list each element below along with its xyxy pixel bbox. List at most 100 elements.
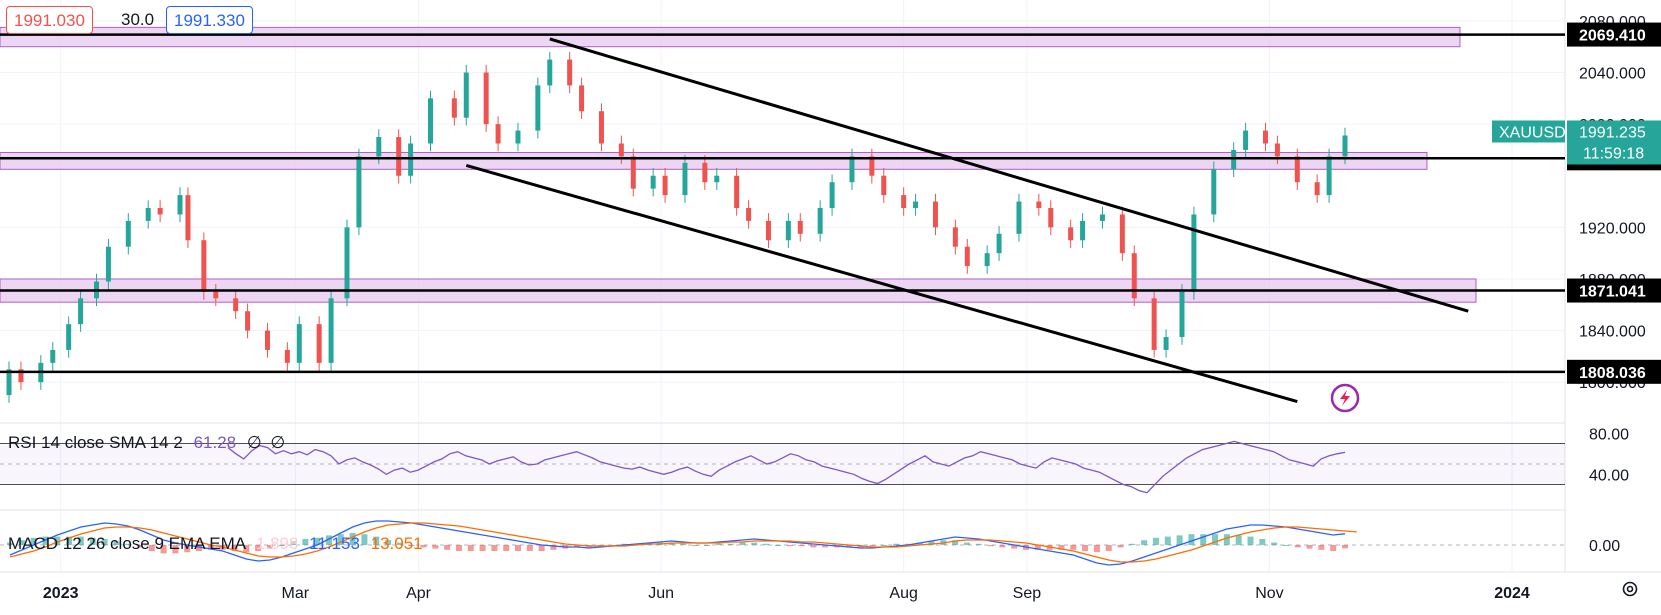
candle-body (817, 208, 823, 234)
macd-hist-bar (1330, 545, 1337, 551)
rsi-extra-2: ∅ (270, 433, 286, 452)
bid-price-box[interactable]: 1991.030 (6, 6, 93, 34)
candle-body (714, 175, 720, 183)
zone-rect (0, 26, 1461, 48)
candle-body (1191, 214, 1197, 292)
macd-hist-bar (1082, 545, 1089, 551)
time-axis[interactable]: 2023 Mar Apr Jun Aug Sep Nov 2024 (43, 585, 1530, 602)
macd-hist-bar (822, 545, 829, 548)
countdown: 11:59:18 (1583, 145, 1644, 162)
trend-line (465, 163, 1298, 403)
candle-body (328, 298, 334, 363)
macd-hist-bar (30, 537, 37, 545)
macd-hist-bar (255, 545, 262, 551)
candle-body (1048, 208, 1054, 228)
macd-hist-bar (1011, 545, 1018, 549)
level-label: 1808.036 (1579, 365, 1646, 382)
macd-hist-bar (172, 545, 179, 554)
macd-hist-bar (515, 545, 522, 551)
candle-body (515, 130, 521, 144)
candle-body (376, 137, 382, 157)
macd-pane: 0.00 (0, 520, 1620, 566)
ask-price-box[interactable]: 1991.330 (166, 6, 253, 34)
settings-gear-icon[interactable] (1621, 580, 1639, 598)
candle-body (1342, 135, 1348, 157)
macd-hist-bar (18, 540, 25, 545)
candle-body (396, 137, 402, 176)
time-tick-label: Mar (282, 585, 310, 602)
candle-body (264, 330, 270, 350)
candle-body (50, 349, 56, 363)
macd-hist-bar (196, 545, 203, 551)
candle-body (567, 59, 573, 86)
level-label-bg (1567, 278, 1661, 303)
candle-body (245, 311, 251, 331)
candle-body (952, 227, 958, 247)
candle-body (1314, 182, 1320, 196)
candle-body (869, 156, 875, 176)
macd-hist-bar (526, 545, 533, 551)
macd-hist-bar (42, 536, 49, 545)
flash-icon[interactable] (1329, 382, 1361, 414)
macd-hist-bar (786, 545, 793, 547)
macd-hist-bar (1306, 545, 1313, 549)
candle-body (78, 298, 84, 325)
candle-body (1163, 337, 1169, 350)
macd-hist-bar (881, 545, 888, 546)
macd-hist-bar (1093, 545, 1100, 553)
candle-body (463, 72, 469, 118)
trend-channel (465, 37, 1469, 403)
candle-body (579, 85, 585, 112)
macd-hist-bar (396, 542, 403, 545)
current-price: 1991.235 (1579, 124, 1646, 141)
candle-body (6, 369, 12, 396)
macd-hist-bar (798, 545, 805, 547)
price-axis[interactable]: 2080.0002040.0002000.0001920.0001880.000… (1492, 14, 1661, 392)
candle-body (932, 201, 938, 228)
candle-body (765, 220, 771, 241)
macd-hist-bar (266, 545, 273, 549)
macd-hist-bar (1070, 545, 1077, 550)
macd-line-value: 11.153 (309, 534, 360, 553)
level-label-bg (1567, 359, 1661, 384)
macd-hist-bar (113, 541, 120, 545)
candle-body (618, 143, 624, 157)
macd-hist-bar (467, 545, 474, 551)
candle-body (1243, 130, 1249, 150)
candle-body (177, 195, 183, 215)
macd-hist-bar (325, 535, 332, 545)
candle-body (344, 227, 350, 299)
macd-hist-bar (845, 545, 852, 548)
macd-hist-bar (550, 545, 557, 550)
candle-body (1179, 291, 1185, 338)
candle-body (356, 156, 362, 228)
candle-body (213, 291, 219, 299)
zone-rect (0, 152, 1428, 170)
macd-legend[interactable]: MACD 12 26 close 9 EMA EMA 1.898 11.153 … (8, 534, 423, 554)
macd-hist-bar (975, 543, 982, 545)
macd-hist-bar (727, 543, 734, 545)
candle-body (547, 59, 553, 86)
macd-hist-bar (893, 543, 900, 545)
candle-body (662, 175, 668, 196)
candle-body (1294, 156, 1300, 183)
spread-value: 30.0 (114, 6, 161, 34)
ask-price: 1991.330 (174, 11, 245, 30)
rsi-legend[interactable]: RSI 14 close SMA 14 2 61.28 ∅ ∅ (8, 433, 285, 453)
macd-hist-bar (1212, 534, 1219, 545)
candle-body (105, 246, 111, 282)
candle-body (1274, 143, 1280, 157)
macd-hist-bar (432, 545, 439, 549)
macd-hist-bar (538, 545, 545, 551)
candle-body (1211, 169, 1217, 215)
candle-body (1099, 214, 1105, 221)
candle-body (829, 182, 835, 208)
macd-hist-value: 1.898 (255, 534, 299, 553)
macd-tick-label: 0.00 (1589, 538, 1620, 555)
candle-body (185, 195, 191, 241)
candle-body (682, 162, 688, 196)
candle-body (797, 220, 803, 234)
macd-hist-bar (751, 542, 758, 545)
macd-hist-bar (916, 542, 923, 545)
